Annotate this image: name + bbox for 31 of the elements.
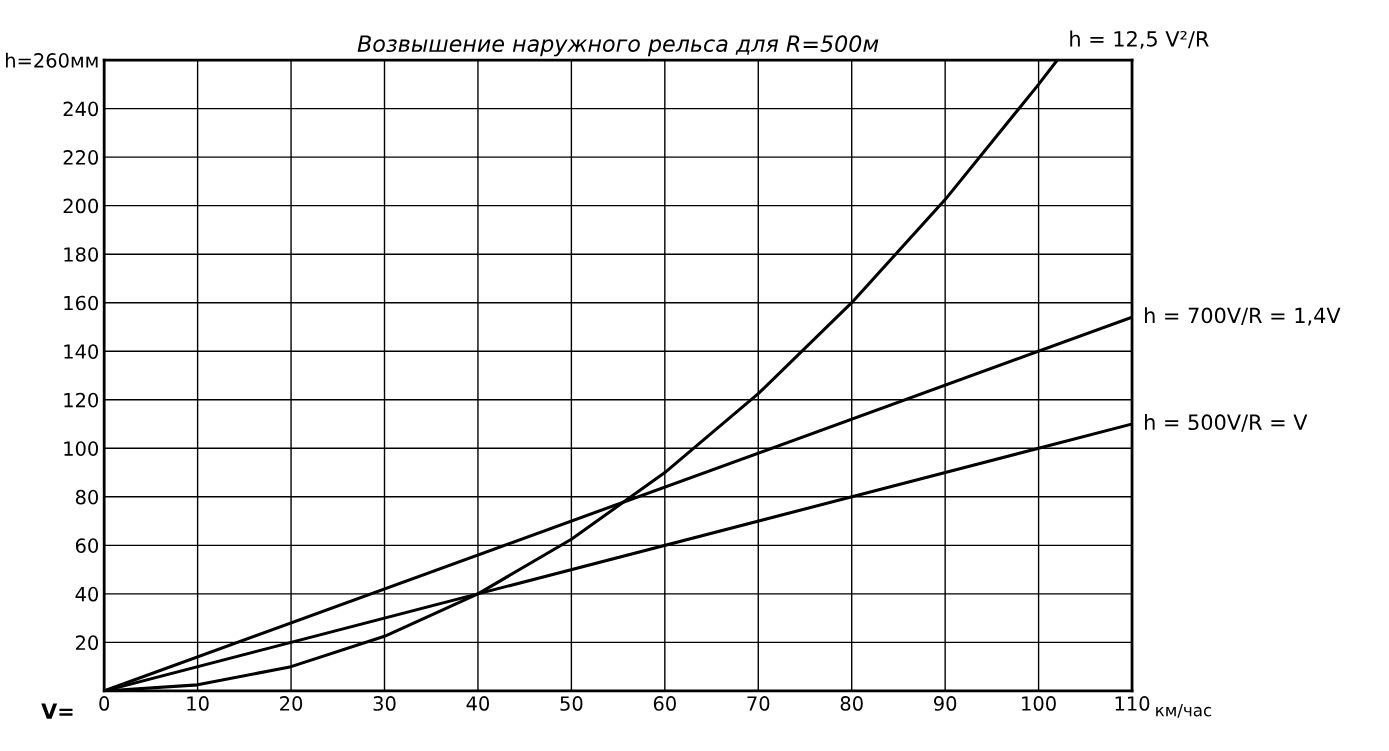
series-label: h = 500V/R = V <box>1145 413 1308 432</box>
x-tick-label: 100 <box>1022 696 1056 711</box>
x-tick-label: 30 <box>373 696 396 711</box>
chart-title: Возвышение наружного рельса для R=500м <box>357 35 879 57</box>
y-tick-label: h=260мм <box>6 52 98 68</box>
y-tick-label: 140 <box>64 344 99 359</box>
y-tick-label: 40 <box>75 586 99 602</box>
y-tick-label: 160 <box>64 295 99 311</box>
x-tick-label: 50 <box>560 696 583 711</box>
x-tick-label: 80 <box>840 696 863 711</box>
y-tick-label: 80 <box>75 489 99 505</box>
x-tick-label: 40 <box>466 696 490 711</box>
x-tick-label: 10 <box>187 696 209 711</box>
y-tick-label: 180 <box>64 247 99 262</box>
series-label: h = 12,5 V²/R <box>1070 30 1209 49</box>
x-tick-label: 0 <box>99 696 110 711</box>
y-tick-label: 100 <box>64 441 99 456</box>
x-tick-label: 90 <box>934 696 957 711</box>
text: V= <box>41 703 73 719</box>
y-tick-label: 120 <box>64 392 99 408</box>
y-tick-label: 220 <box>63 150 99 165</box>
x-axis-title: км/час <box>1156 704 1212 718</box>
x-tick-label: 20 <box>280 696 303 711</box>
x-tick-label: 110 <box>1115 696 1150 711</box>
y-tick-label: 200 <box>63 198 99 214</box>
x-tick-label: 60 <box>653 696 676 711</box>
y-tick-label: 60 <box>75 538 99 554</box>
series-label: h = 700V/R = 1,4V <box>1145 307 1341 326</box>
x-tick-label: 70 <box>747 696 770 711</box>
y-tick-label: 20 <box>76 635 99 651</box>
y-tick-label: 240 <box>63 101 99 117</box>
